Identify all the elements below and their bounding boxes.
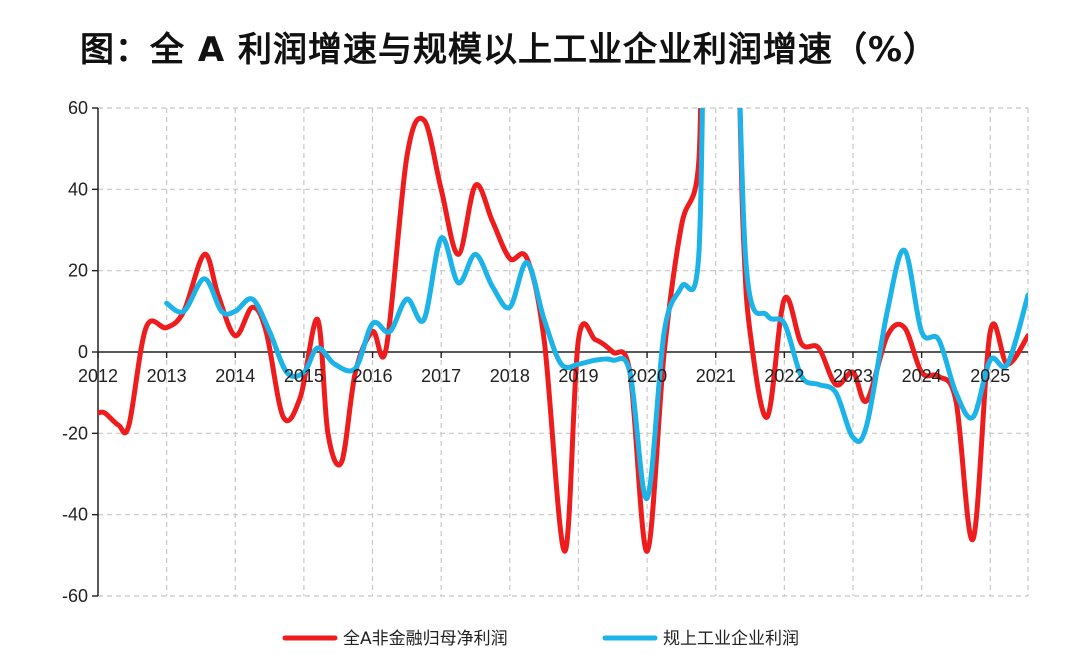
x-tick-label: 2020	[627, 366, 667, 386]
x-tick-label: 2017	[421, 366, 461, 386]
series-layer	[98, 108, 1028, 554]
x-tick-label: 2012	[78, 366, 118, 386]
y-tick-label: 20	[68, 261, 88, 281]
y-tick-label: 40	[68, 179, 88, 199]
tick-labels: 60 40 20 0 -20 -40 -60 2012 2013 2014 2015 2016 2017…	[62, 98, 1010, 606]
x-tick-label: 2024	[902, 366, 942, 386]
legend-label: 全A非金融归母净利润	[343, 629, 508, 649]
x-tick-label: 2022	[764, 366, 804, 386]
y-tick-label: 0	[78, 342, 88, 362]
x-tick-label: 2016	[353, 366, 393, 386]
series-line-1	[98, 108, 1028, 554]
x-tick-label: 2019	[558, 366, 598, 386]
x-tick-label: 2014	[215, 366, 255, 386]
y-tick-label: -20	[62, 423, 88, 443]
y-tick-label: -60	[62, 586, 88, 606]
legend: 全A非金融归母净利润 规上工业企业利润	[282, 629, 799, 649]
series-line-2	[164, 108, 1028, 501]
legend-label: 规上工业企业利润	[663, 629, 799, 649]
axes	[92, 107, 1028, 597]
y-tick-label: 60	[68, 98, 88, 118]
x-tick-label: 2025	[970, 366, 1010, 386]
x-tick-label: 2013	[147, 366, 187, 386]
x-tick-label: 2018	[490, 366, 530, 386]
x-tick-label: 2023	[833, 366, 873, 386]
chart-title: 图：全 A 利润增速与规模以上工业企业利润增速（%）	[80, 30, 939, 70]
x-tick-label: 2021	[696, 366, 736, 386]
x-tick-label: 2015	[284, 366, 324, 386]
y-tick-label: -40	[62, 505, 88, 525]
